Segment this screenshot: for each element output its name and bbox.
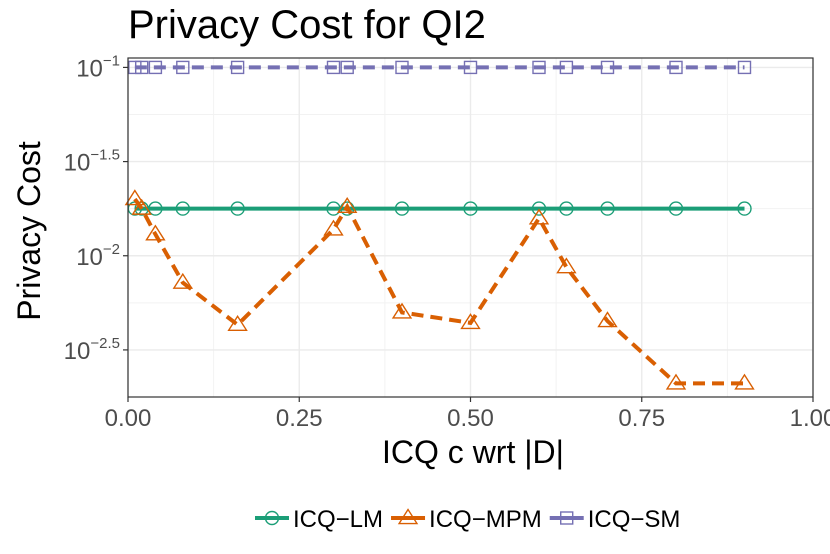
data-point <box>394 201 410 216</box>
data-point <box>559 201 574 216</box>
data-point <box>556 257 577 274</box>
y-tick-label: 10−2 <box>76 241 120 271</box>
x-axis-title: ICQ c wrt |D| <box>382 434 564 470</box>
series-layer <box>124 60 755 390</box>
data-point <box>326 60 341 75</box>
circle-icon <box>264 510 280 526</box>
x-tick-label: 0.75 <box>618 405 665 432</box>
x-axis: 0.00 0.25 0.50 0.75 1.00 <box>105 397 830 432</box>
data-point <box>230 201 245 216</box>
legend-item: ICQ−MPM <box>391 506 542 533</box>
x-tick-label: 1.00 <box>790 405 830 432</box>
data-point <box>148 201 163 216</box>
data-point <box>668 201 684 216</box>
y-tick-label: 10−2.5 <box>64 335 120 365</box>
square-icon <box>560 511 574 525</box>
data-point <box>336 196 358 213</box>
legend-label: ICQ−SM <box>588 506 681 533</box>
y-axis: 10−1 10−1.5 10−2 10−2.5 <box>64 52 128 365</box>
series-icqlm <box>127 201 752 216</box>
data-point <box>230 60 245 75</box>
legend-label: ICQ−MPM <box>429 506 542 533</box>
y-tick-label: 10−1.5 <box>64 147 120 177</box>
data-point <box>134 60 149 75</box>
data-point <box>460 313 481 330</box>
y-tick-label: 10−1 <box>76 52 120 82</box>
data-point <box>737 201 752 216</box>
legend-label: ICQ−LM <box>293 506 383 533</box>
data-point <box>131 198 152 215</box>
x-tick-label: 0.00 <box>105 405 152 432</box>
triangle-icon <box>397 508 419 525</box>
data-point <box>395 60 409 75</box>
data-point <box>124 189 146 206</box>
x-tick-label: 0.50 <box>447 405 494 432</box>
series-line <box>133 197 745 386</box>
data-point <box>665 373 687 390</box>
chart-title: Privacy Cost for QI2 <box>128 3 486 47</box>
data-point <box>463 201 478 216</box>
series-icqsm <box>128 60 752 75</box>
data-point <box>600 60 615 75</box>
series-icqmpm <box>124 189 755 390</box>
data-point <box>148 60 163 75</box>
data-point <box>128 60 142 75</box>
data-point <box>391 302 413 319</box>
data-point <box>559 60 574 75</box>
data-point <box>176 60 190 75</box>
data-point <box>227 314 248 332</box>
legend-item: ICQ−LM <box>255 506 383 533</box>
data-point <box>531 201 547 216</box>
data-point <box>734 373 755 390</box>
legend: ICQ−LM ICQ−MPM ICQ−SM <box>255 506 680 533</box>
data-point <box>323 219 344 236</box>
data-point <box>600 201 615 216</box>
data-point <box>597 311 618 328</box>
data-point <box>172 272 194 289</box>
data-point <box>737 60 752 75</box>
data-point <box>145 224 166 241</box>
data-point <box>175 201 191 216</box>
y-axis-title: Privacy Cost <box>11 141 47 321</box>
x-tick-label: 0.25 <box>276 405 323 432</box>
legend-item: ICQ−SM <box>549 506 681 533</box>
data-point <box>532 60 546 75</box>
data-point <box>340 60 354 75</box>
data-point <box>528 208 550 225</box>
data-point <box>669 60 683 75</box>
data-point <box>463 60 478 75</box>
